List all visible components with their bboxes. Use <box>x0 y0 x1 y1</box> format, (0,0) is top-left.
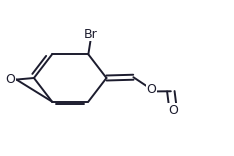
Text: O: O <box>6 73 15 86</box>
Text: O: O <box>168 104 178 117</box>
Text: Br: Br <box>84 28 98 41</box>
Text: O: O <box>146 83 156 96</box>
